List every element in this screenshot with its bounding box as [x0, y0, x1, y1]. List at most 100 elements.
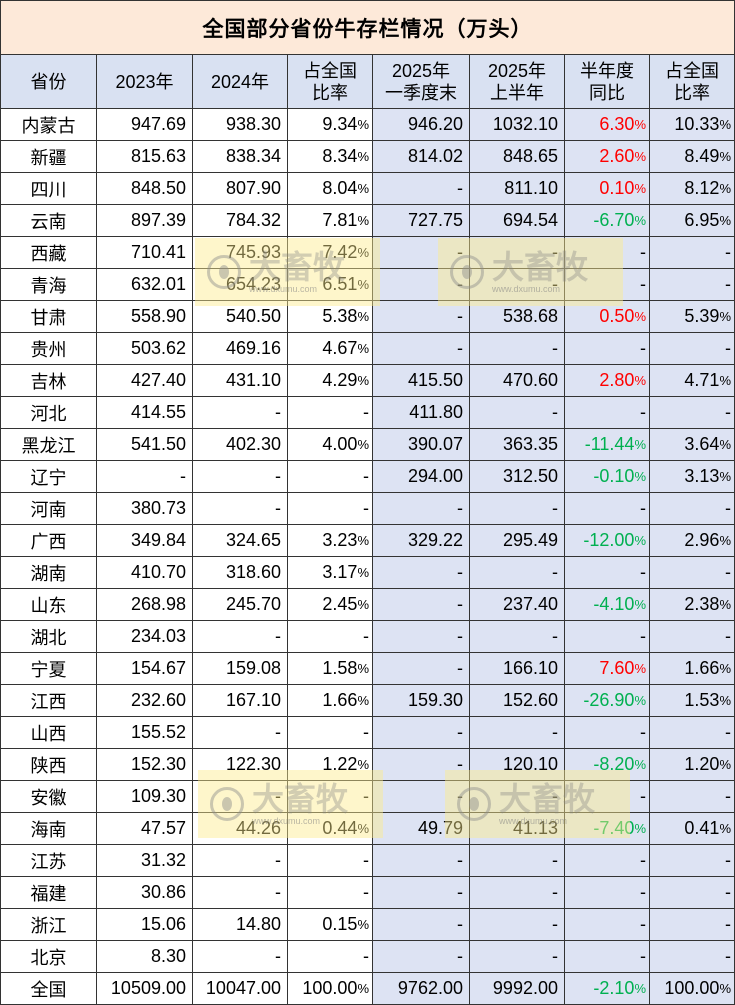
cell-2024: 10047.00: [193, 973, 288, 1005]
table-row: 云南 897.39 784.32 7.81% 727.75 694.54 -6.70% 6.9…: [0, 205, 735, 237]
cell-2025-h1: -: [470, 781, 565, 813]
cell-2025-q1: -: [373, 749, 470, 781]
table-body: 内蒙古 947.69 938.30 9.34% 946.20 1032.10 6.30% 10…: [0, 109, 735, 1005]
cell-2024: 167.10: [193, 685, 288, 717]
cell-province: 宁夏: [0, 653, 97, 685]
cell-2025-h1: 237.40: [470, 589, 565, 621]
table-row: 青海 632.01 654.23 6.51% - - - -: [0, 269, 735, 301]
cell-2023: 503.62: [97, 333, 193, 365]
cell-province: 四川: [0, 173, 97, 205]
cell-province: 吉林: [0, 365, 97, 397]
cell-2024: 654.23: [193, 269, 288, 301]
cell-share-2025: 2.96%: [650, 525, 735, 557]
cell-2023: 47.57: [97, 813, 193, 845]
cell-2023: 410.70: [97, 557, 193, 589]
cell-2025-q1: 814.02: [373, 141, 470, 173]
cell-2025-h1: 312.50: [470, 461, 565, 493]
cell-province: 青海: [0, 269, 97, 301]
cell-2024: 938.30: [193, 109, 288, 141]
cell-yoy: -: [565, 621, 650, 653]
cell-2025-h1: 1032.10: [470, 109, 565, 141]
cell-yoy: -: [565, 397, 650, 429]
cell-province: 北京: [0, 941, 97, 973]
cell-share-2024: -: [288, 461, 373, 493]
cell-2024: -: [193, 461, 288, 493]
cell-yoy: -7.40%: [565, 813, 650, 845]
cell-2023: 154.67: [97, 653, 193, 685]
cell-province: 浙江: [0, 909, 97, 941]
cell-share-2025: -: [650, 237, 735, 269]
cell-2024: 784.32: [193, 205, 288, 237]
cell-2025-q1: -: [373, 781, 470, 813]
cell-province: 江西: [0, 685, 97, 717]
cell-share-2024: 8.34%: [288, 141, 373, 173]
cell-yoy: -0.10%: [565, 461, 650, 493]
cell-2023: 380.73: [97, 493, 193, 525]
cell-2024: -: [193, 717, 288, 749]
cell-2025-q1: -: [373, 717, 470, 749]
cell-2025-q1: 390.07: [373, 429, 470, 461]
header-2023: 2023年: [97, 55, 193, 109]
cell-yoy: -: [565, 941, 650, 973]
table-row: 湖南 410.70 318.60 3.17% - - - -: [0, 557, 735, 589]
cell-share-2025: 8.49%: [650, 141, 735, 173]
cell-2025-q1: -: [373, 173, 470, 205]
table-header: 省份 2023年 2024年 占全国 比率 2025年 一季度末 2025年 上…: [0, 55, 735, 109]
page-title: 全国部分省份牛存栏情况（万头）: [0, 0, 735, 55]
cell-2024: 402.30: [193, 429, 288, 461]
cell-2023: 232.60: [97, 685, 193, 717]
cell-yoy: -: [565, 717, 650, 749]
header-label: 同比: [589, 82, 625, 103]
cell-2023: 10509.00: [97, 973, 193, 1005]
cell-yoy: 2.80%: [565, 365, 650, 397]
cell-2023: 815.63: [97, 141, 193, 173]
header-yoy: 半年度 同比: [565, 55, 650, 109]
cell-province: 陕西: [0, 749, 97, 781]
cell-share-2024: 5.38%: [288, 301, 373, 333]
cell-2023: 558.90: [97, 301, 193, 333]
header-label: 2025年: [487, 60, 547, 81]
cell-yoy: 0.50%: [565, 301, 650, 333]
cell-2025-h1: -: [470, 717, 565, 749]
cell-share-2025: 3.13%: [650, 461, 735, 493]
table-row: 山西 155.52- - - - - -: [0, 717, 735, 749]
cell-2024: 838.34: [193, 141, 288, 173]
cell-province: 海南: [0, 813, 97, 845]
header-label: 省份: [30, 71, 67, 92]
table-row: 河北 414.55- -411.80- - -: [0, 397, 735, 429]
cell-share-2024: 7.42%: [288, 237, 373, 269]
table-row: 宁夏 154.67 159.08 1.58% -166.10 7.60% 1.66%: [0, 653, 735, 685]
table-row: 湖北 234.03- - - - - -: [0, 621, 735, 653]
cell-yoy: -12.00%: [565, 525, 650, 557]
cell-2024: -: [193, 621, 288, 653]
cell-2025-q1: -: [373, 845, 470, 877]
cell-2025-q1: -: [373, 909, 470, 941]
cell-2023: 947.69: [97, 109, 193, 141]
cell-2024: -: [193, 941, 288, 973]
header-label: 上半年: [490, 82, 544, 103]
cell-yoy: 2.60%: [565, 141, 650, 173]
cell-province: 云南: [0, 205, 97, 237]
cell-2025-h1: 811.10: [470, 173, 565, 205]
cell-share-2025: -: [650, 269, 735, 301]
cell-share-2024: -: [288, 845, 373, 877]
cell-share-2024: -: [288, 717, 373, 749]
cell-2025-h1: 120.10: [470, 749, 565, 781]
cell-share-2025: 4.71%: [650, 365, 735, 397]
cell-yoy: -: [565, 557, 650, 589]
cell-2025-h1: 295.49: [470, 525, 565, 557]
cell-share-2025: -: [650, 493, 735, 525]
cell-2025-h1: -: [470, 493, 565, 525]
cell-share-2025: 100.00%: [650, 973, 735, 1005]
cell-share-2025: 0.41%: [650, 813, 735, 845]
cell-2025-q1: 159.30: [373, 685, 470, 717]
cell-2023: 427.40: [97, 365, 193, 397]
cell-2025-h1: -: [470, 877, 565, 909]
cell-2024: 44.26: [193, 813, 288, 845]
header-label: 一季度末: [385, 82, 457, 103]
cell-2025-q1: 294.00: [373, 461, 470, 493]
cell-2025-q1: -: [373, 589, 470, 621]
cell-share-2024: 0.44%: [288, 813, 373, 845]
cell-2025-h1: -: [470, 621, 565, 653]
cell-2025-q1: -: [373, 237, 470, 269]
